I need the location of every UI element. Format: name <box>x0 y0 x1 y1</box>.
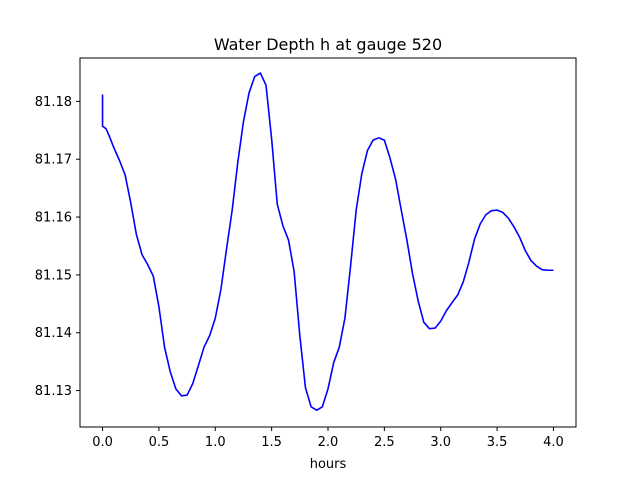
y-tick-label: 81.18 <box>35 95 72 110</box>
series-line-0 <box>101 72 554 412</box>
y-tick-label: 81.17 <box>35 153 72 168</box>
x-tick-label: 3.0 <box>430 435 451 450</box>
x-tick-label: 0.5 <box>149 435 170 450</box>
y-tick-label: 81.14 <box>35 326 72 341</box>
y-tick-label: 81.15 <box>35 268 72 283</box>
x-axis-label: hours <box>310 457 347 472</box>
x-tick-label: 2.0 <box>318 435 339 450</box>
y-tick-label: 81.13 <box>35 384 72 399</box>
x-tick-label: 2.5 <box>374 435 395 450</box>
chart-title: Water Depth h at gauge 520 <box>214 35 442 54</box>
y-tick-label: 81.16 <box>35 211 72 226</box>
x-tick-label: 4.0 <box>543 435 564 450</box>
plot-area: 0.0 0.5 1.0 1.5 2.0 2.5 3.0 3.5 4.0 81.13 81.14 81.… <box>35 57 577 450</box>
x-tick-label: 0.0 <box>92 435 113 450</box>
x-tick-label: 1.0 <box>205 435 226 450</box>
x-tick-label: 3.5 <box>487 435 508 450</box>
x-tick-label: 1.5 <box>261 435 282 450</box>
